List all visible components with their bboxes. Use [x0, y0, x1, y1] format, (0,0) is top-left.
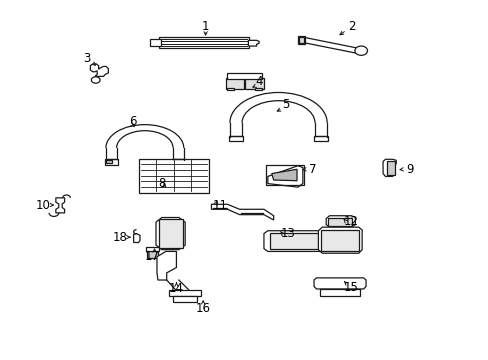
- Bar: [327, 218, 352, 226]
- Polygon shape: [382, 159, 395, 176]
- Text: 9: 9: [405, 163, 413, 176]
- Bar: [169, 290, 201, 296]
- Text: 14: 14: [168, 283, 183, 296]
- Text: 15: 15: [344, 281, 358, 294]
- Polygon shape: [325, 216, 355, 227]
- Polygon shape: [56, 198, 64, 213]
- Text: 5: 5: [282, 99, 289, 112]
- Polygon shape: [211, 204, 273, 220]
- Circle shape: [91, 77, 100, 83]
- Polygon shape: [313, 278, 366, 289]
- Bar: [245, 78, 264, 89]
- Text: 17: 17: [144, 250, 159, 263]
- Bar: [321, 230, 359, 251]
- Polygon shape: [105, 159, 117, 165]
- Bar: [146, 247, 159, 251]
- Text: 2: 2: [347, 20, 354, 33]
- Polygon shape: [271, 169, 296, 181]
- Bar: [225, 78, 244, 89]
- Bar: [386, 161, 394, 175]
- Polygon shape: [149, 39, 161, 46]
- Circle shape: [354, 46, 367, 55]
- Text: 11: 11: [212, 198, 227, 212]
- Bar: [159, 219, 183, 248]
- Text: 18: 18: [113, 231, 128, 244]
- Polygon shape: [313, 136, 327, 141]
- Text: 13: 13: [280, 227, 295, 240]
- Bar: [227, 73, 262, 78]
- Polygon shape: [297, 36, 305, 44]
- Bar: [147, 250, 158, 258]
- Polygon shape: [255, 88, 261, 90]
- Bar: [269, 233, 322, 249]
- Text: 10: 10: [35, 198, 50, 212]
- Polygon shape: [318, 227, 362, 253]
- Text: 8: 8: [158, 177, 165, 190]
- Polygon shape: [267, 166, 302, 187]
- Polygon shape: [90, 64, 108, 76]
- Polygon shape: [302, 37, 356, 53]
- Polygon shape: [172, 159, 184, 165]
- Polygon shape: [156, 217, 185, 249]
- Polygon shape: [227, 88, 233, 90]
- Text: 16: 16: [195, 302, 210, 315]
- Bar: [172, 296, 197, 302]
- Text: 4: 4: [255, 75, 262, 88]
- Text: 1: 1: [202, 20, 209, 33]
- Polygon shape: [299, 37, 304, 43]
- Polygon shape: [264, 231, 325, 251]
- Text: 6: 6: [129, 114, 136, 127]
- Polygon shape: [106, 160, 112, 163]
- Bar: [138, 158, 208, 193]
- Polygon shape: [157, 251, 176, 280]
- Text: 3: 3: [82, 52, 90, 65]
- Text: 7: 7: [308, 163, 316, 176]
- Polygon shape: [228, 136, 243, 141]
- Text: 12: 12: [343, 215, 358, 228]
- Polygon shape: [248, 40, 259, 46]
- Polygon shape: [159, 37, 249, 48]
- Polygon shape: [319, 289, 360, 296]
